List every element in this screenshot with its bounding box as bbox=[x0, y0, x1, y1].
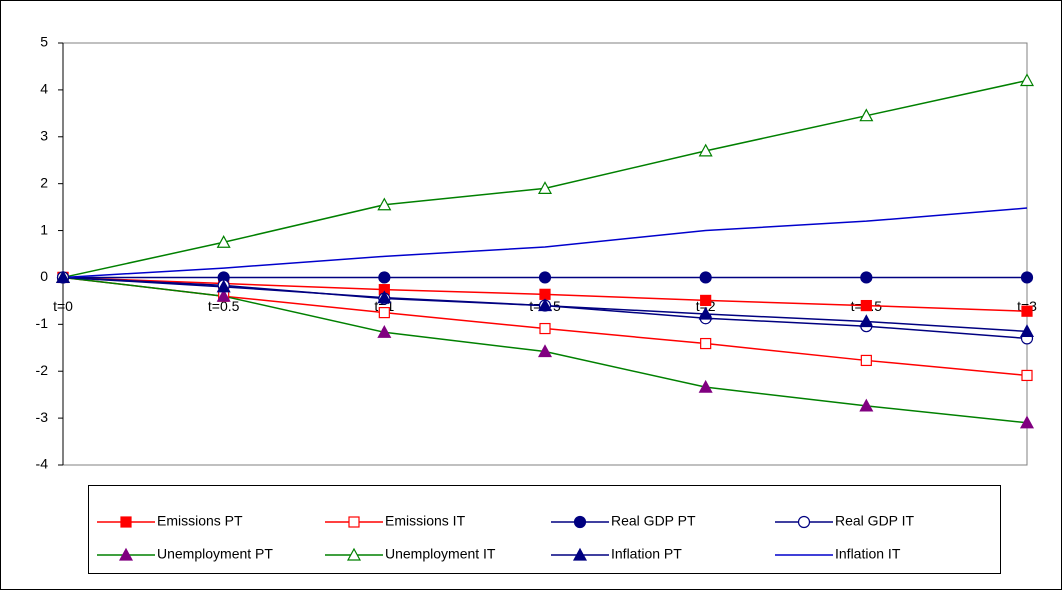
data-point bbox=[1019, 415, 1035, 429]
data-point bbox=[859, 108, 874, 122]
data-point bbox=[860, 299, 872, 312]
y-tick-label: 4 bbox=[40, 81, 48, 97]
data-point bbox=[700, 294, 712, 307]
series-line bbox=[62, 207, 1028, 279]
legend-marker bbox=[573, 515, 587, 529]
data-point bbox=[698, 306, 713, 320]
legend-label: Inflation PT bbox=[611, 546, 682, 562]
legend-marker bbox=[797, 515, 811, 529]
data-point bbox=[860, 271, 873, 284]
data-point bbox=[1019, 324, 1035, 337]
data-point bbox=[1020, 271, 1034, 284]
data-point bbox=[55, 270, 71, 284]
data-point bbox=[537, 181, 553, 194]
data-point bbox=[377, 290, 392, 304]
legend-label: Unemployment PT bbox=[157, 546, 273, 562]
y-tick-label: -3 bbox=[36, 409, 49, 425]
legend-marker bbox=[572, 547, 588, 561]
data-point bbox=[537, 298, 553, 312]
data-point bbox=[377, 325, 392, 338]
y-tick-label: 0 bbox=[40, 268, 48, 284]
legend-box bbox=[88, 485, 1001, 574]
legend-label: Real GDP PT bbox=[611, 513, 696, 529]
data-point bbox=[698, 379, 713, 393]
legend-label: Emissions PT bbox=[157, 513, 243, 529]
y-tick-label: -1 bbox=[36, 315, 49, 331]
data-point bbox=[216, 279, 231, 293]
data-point bbox=[377, 197, 392, 211]
x-tick-label: t=0.5 bbox=[208, 298, 240, 314]
y-tick-label: -2 bbox=[36, 362, 49, 378]
data-point bbox=[859, 314, 874, 328]
data-point bbox=[1019, 73, 1035, 87]
data-point bbox=[538, 271, 552, 284]
plot-area bbox=[62, 42, 1028, 466]
data-point bbox=[859, 398, 874, 412]
legend-marker bbox=[120, 516, 132, 528]
y-tick-label: 5 bbox=[40, 34, 48, 50]
legend-label: Unemployment IT bbox=[385, 546, 496, 562]
data-point bbox=[539, 288, 551, 300]
legend-label: Real GDP IT bbox=[835, 513, 915, 529]
legend-marker bbox=[118, 547, 134, 561]
legend-label: Inflation IT bbox=[835, 546, 901, 562]
y-tick-label: 1 bbox=[40, 221, 48, 237]
data-point bbox=[1021, 305, 1033, 317]
data-point bbox=[860, 354, 872, 367]
data-point bbox=[537, 344, 553, 358]
data-point bbox=[539, 322, 551, 335]
data-point bbox=[216, 235, 231, 248]
data-point bbox=[378, 271, 391, 284]
legend-label: Emissions IT bbox=[385, 513, 466, 529]
data-point bbox=[1021, 369, 1033, 382]
data-point bbox=[699, 271, 712, 284]
y-tick-label: -4 bbox=[36, 456, 49, 472]
data-point bbox=[698, 143, 713, 157]
data-point bbox=[378, 307, 390, 319]
y-tick-label: 2 bbox=[40, 174, 48, 190]
x-tick-label: t=0 bbox=[53, 298, 73, 314]
legend-marker bbox=[348, 516, 360, 528]
data-point bbox=[700, 337, 712, 350]
y-tick-label: 3 bbox=[40, 127, 48, 143]
legend-marker bbox=[346, 547, 362, 561]
data-point bbox=[216, 288, 231, 302]
